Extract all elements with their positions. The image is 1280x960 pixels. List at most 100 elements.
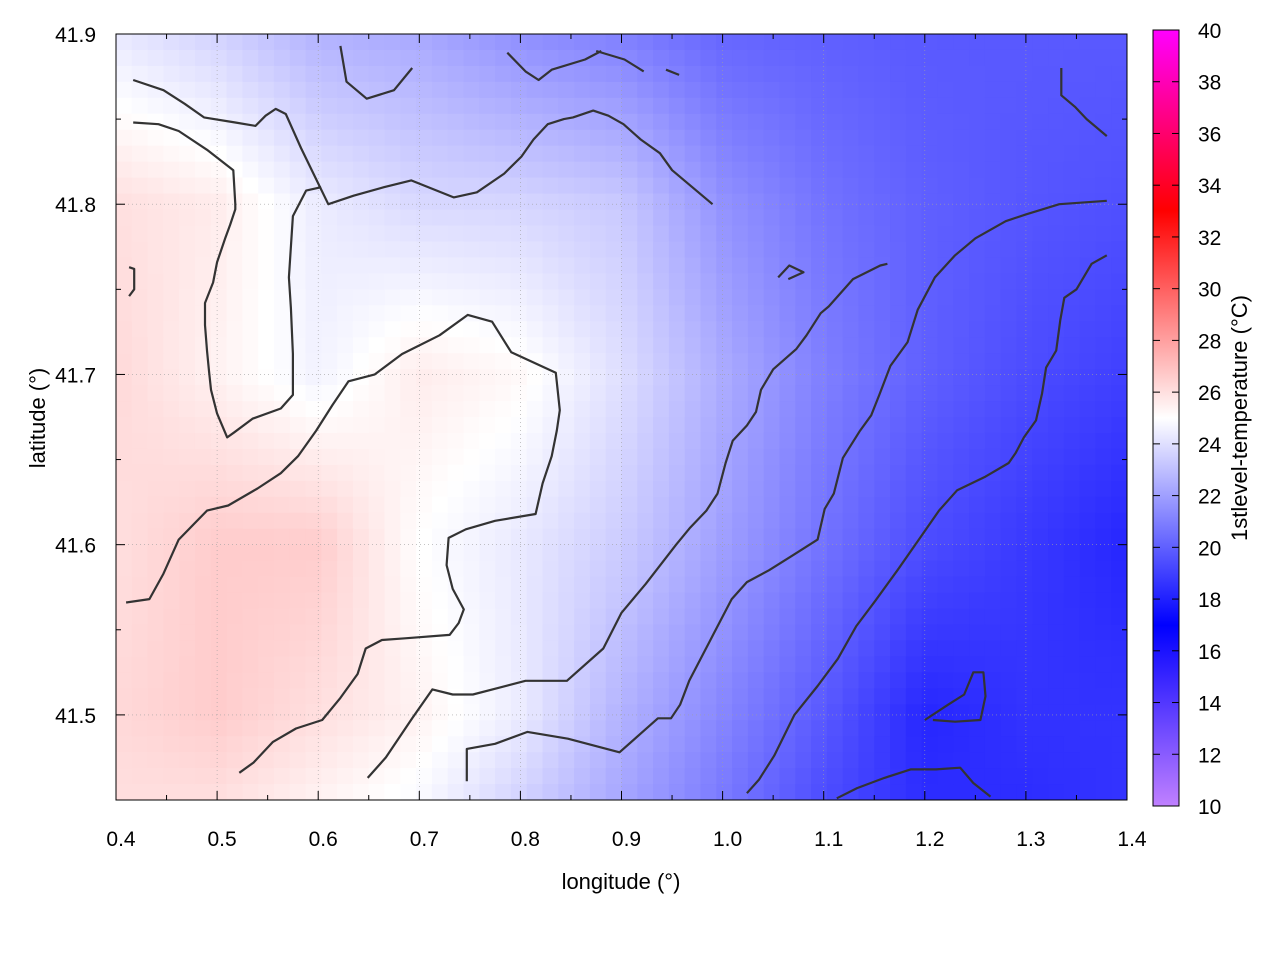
heatmap-cell — [858, 768, 875, 785]
heatmap-cell — [716, 289, 733, 306]
heatmap-cell — [273, 768, 291, 785]
heatmap-cell — [258, 241, 275, 259]
heatmap-cell — [779, 369, 796, 386]
heatmap-cell — [969, 289, 986, 306]
heatmap-cell — [1032, 544, 1049, 562]
heatmap-cell — [795, 113, 812, 131]
heatmap-cell — [763, 337, 781, 354]
heatmap-cell — [447, 624, 465, 642]
heatmap-cell — [637, 448, 654, 466]
heatmap-cell — [510, 321, 528, 338]
heatmap-cell — [131, 225, 149, 243]
heatmap-cell — [763, 417, 781, 434]
heatmap-cell — [1032, 688, 1049, 705]
heatmap-cell — [1000, 257, 1018, 274]
heatmap-cell — [984, 576, 1002, 594]
heatmap-cell — [210, 496, 228, 514]
heatmap-cell — [953, 752, 970, 769]
heatmap-cell — [352, 592, 370, 610]
heatmap-cell — [337, 608, 354, 626]
heatmap-cell — [969, 241, 986, 259]
heatmap-cell — [747, 209, 765, 227]
heatmap-cell — [747, 736, 765, 753]
heatmap-cell — [732, 65, 749, 83]
heatmap-cell — [763, 640, 781, 657]
heatmap-cell — [747, 720, 765, 737]
heatmap-cell — [447, 496, 465, 514]
heatmap-cell — [163, 417, 180, 434]
heatmap-cell — [210, 768, 228, 785]
heatmap-cell — [416, 65, 433, 83]
heatmap-cell — [510, 496, 528, 514]
heatmap-cell — [131, 576, 149, 594]
heatmap-cell — [1095, 401, 1112, 418]
heatmap-cell — [653, 496, 670, 514]
heatmap-cell — [194, 480, 212, 498]
contour-line — [132, 78, 714, 206]
heatmap-cell — [116, 704, 133, 721]
heatmap-cell — [510, 369, 528, 386]
heatmap-cell — [700, 417, 717, 434]
heatmap-cell — [953, 113, 970, 131]
heatmap-cell — [179, 544, 196, 562]
heatmap-cell — [226, 401, 243, 418]
heatmap-cell — [668, 640, 686, 657]
heatmap-cell — [732, 640, 749, 657]
heatmap-cell — [368, 720, 386, 737]
heatmap-cell — [258, 145, 275, 163]
heatmap-cell — [621, 65, 638, 83]
heatmap-cell — [1063, 736, 1081, 753]
heatmap-cell — [700, 273, 717, 290]
heatmap-cell — [384, 768, 401, 785]
heatmap-cell — [352, 432, 370, 450]
heatmap-cell — [463, 129, 480, 147]
heatmap-cell — [921, 576, 939, 594]
heatmap-cell — [763, 289, 781, 306]
colorbar-tick-label: 22 — [1198, 486, 1221, 509]
heatmap-cell — [321, 289, 338, 306]
heatmap-cell — [416, 480, 433, 498]
heatmap-cell — [463, 321, 480, 338]
heatmap-cell — [621, 624, 638, 642]
heatmap-cell — [226, 640, 243, 657]
heatmap-cell — [431, 305, 449, 322]
heatmap-cell — [637, 592, 654, 610]
heatmap-cell — [795, 432, 812, 450]
heatmap-cell — [116, 432, 133, 450]
heatmap-cell — [147, 608, 164, 626]
heatmap-cell — [526, 321, 544, 338]
heatmap-cell — [937, 161, 954, 179]
heatmap-cell — [258, 576, 275, 594]
heatmap-cell — [447, 97, 465, 115]
heatmap-cell — [179, 768, 196, 785]
heatmap-cell — [811, 321, 828, 338]
heatmap-cell — [368, 353, 386, 370]
heatmap-cell — [384, 34, 401, 51]
heatmap-cell — [526, 608, 544, 626]
heatmap-cell — [763, 145, 781, 163]
heatmap-cell — [953, 49, 970, 67]
heatmap-cell — [226, 736, 243, 753]
heatmap-cell — [1111, 193, 1127, 211]
heatmap-cell — [147, 369, 164, 386]
heatmap-cell — [479, 129, 496, 147]
heatmap-cell — [763, 81, 781, 99]
heatmap-cell — [321, 369, 338, 386]
heatmap-cell — [147, 353, 164, 370]
y-tick-label: 41.5 — [55, 705, 96, 728]
heatmap-cell — [337, 544, 354, 562]
heatmap-cell — [905, 177, 923, 195]
heatmap-cell — [1111, 385, 1127, 402]
heatmap-cell — [131, 49, 149, 67]
heatmap-cell — [526, 464, 544, 482]
heatmap-cell — [874, 736, 891, 753]
heatmap-cell — [116, 97, 133, 115]
heatmap-cell — [795, 273, 812, 290]
heatmap-cell — [874, 49, 891, 67]
heatmap-cell — [431, 640, 449, 657]
heatmap-cell — [874, 289, 891, 306]
heatmap-cell — [921, 97, 939, 115]
heatmap-cell — [874, 752, 891, 769]
heatmap-cell — [131, 752, 149, 769]
heatmap-cell — [463, 624, 480, 642]
